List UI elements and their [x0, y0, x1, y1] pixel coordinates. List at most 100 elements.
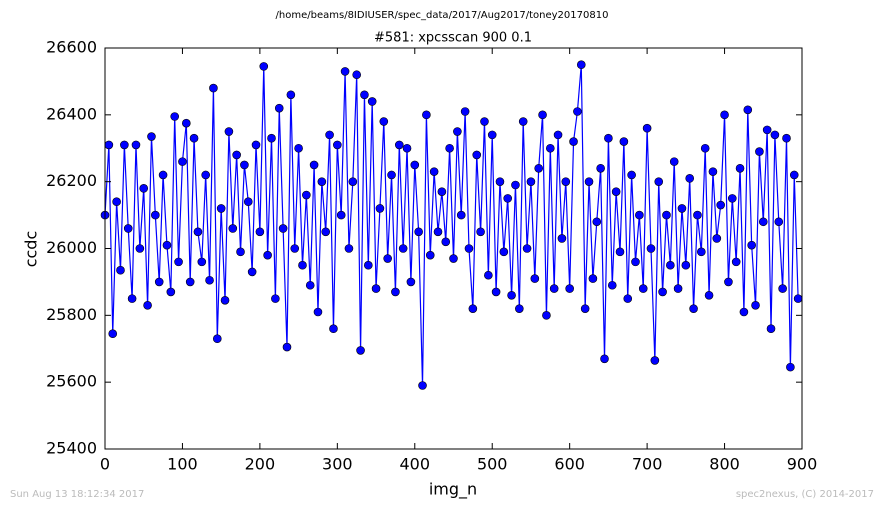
data-point [681, 260, 691, 270]
data-point [131, 140, 141, 150]
data-point [619, 137, 629, 146]
data-point [294, 143, 303, 153]
data-point [650, 356, 660, 365]
data-point [212, 334, 222, 344]
data-point [340, 67, 350, 76]
data-point [255, 227, 265, 237]
data-point [515, 304, 524, 313]
data-point [344, 244, 354, 253]
data-point [418, 381, 427, 390]
data-point [600, 354, 609, 364]
data-point [642, 123, 652, 133]
data-point [220, 295, 230, 305]
data-point [178, 157, 187, 166]
data-point [530, 274, 540, 283]
data-point [429, 167, 439, 176]
data-point [305, 280, 315, 290]
data-point [375, 204, 385, 213]
data-point [596, 164, 605, 173]
data-point [464, 244, 474, 253]
data-point [182, 118, 191, 128]
data-point [205, 275, 214, 285]
data-point [685, 174, 695, 183]
data-point [162, 240, 172, 250]
data-point [468, 304, 478, 313]
data-point [511, 180, 520, 190]
data-point [456, 210, 466, 220]
footer-right: spec2nexus, (C) 2014-2017 [736, 489, 874, 500]
data-point [662, 210, 671, 220]
data-point [193, 227, 203, 237]
data-point [503, 194, 513, 203]
data-point [607, 280, 617, 290]
data-point [360, 90, 369, 100]
x-tick-label: 700 [632, 455, 663, 474]
data-point [774, 217, 784, 227]
data-point [290, 244, 300, 253]
data-point [495, 177, 505, 186]
data-point [638, 284, 648, 293]
data-point [689, 304, 698, 313]
data-point [259, 62, 269, 71]
data-point [135, 244, 145, 253]
data-point [274, 103, 284, 113]
data-point [325, 130, 334, 140]
data-point [569, 137, 578, 146]
data-point [317, 177, 327, 186]
data-point [631, 257, 640, 267]
data-point [592, 217, 602, 227]
data-point [573, 107, 582, 116]
data-point [724, 277, 733, 287]
data-point [793, 294, 803, 303]
data-point [666, 260, 675, 270]
data-point [333, 140, 342, 150]
data-point [549, 284, 559, 293]
data-point [507, 290, 516, 300]
data-point [758, 217, 768, 227]
data-point [658, 287, 667, 297]
data-point [197, 257, 207, 267]
data-point [224, 127, 234, 136]
data-point [108, 329, 118, 339]
data-point [236, 247, 245, 257]
data-point [104, 140, 114, 150]
x-tick-label: 800 [709, 455, 740, 474]
data-point [243, 197, 253, 207]
data-point [321, 227, 331, 237]
series-line [104, 64, 799, 386]
y-tick-label: 26600 [46, 38, 97, 57]
data-point [151, 210, 160, 220]
data-point [611, 187, 621, 196]
data-point [189, 133, 199, 143]
data-point [441, 237, 451, 247]
data-point [720, 110, 729, 120]
data-point [576, 60, 586, 70]
y-axis-label: ccdc [22, 231, 41, 268]
data-point [708, 167, 718, 176]
data-point [166, 287, 176, 297]
x-axis-label: img_n [429, 480, 477, 500]
data-point [460, 107, 470, 116]
data-point [627, 170, 636, 180]
data-point [352, 70, 361, 80]
data-point [298, 260, 307, 270]
data-point [371, 284, 381, 293]
data-point [123, 224, 133, 233]
data-point [782, 133, 791, 143]
x-tick-label: 400 [400, 455, 431, 474]
data-point [604, 133, 613, 143]
data-point [147, 132, 156, 141]
data-point [716, 200, 725, 210]
data-point [127, 294, 137, 303]
data-point [553, 130, 563, 140]
data-point [267, 133, 276, 143]
data-point [561, 177, 571, 186]
data-point [251, 140, 261, 150]
y-tick-label: 26400 [46, 104, 97, 123]
y-tick-label: 25800 [46, 305, 97, 324]
data-point [271, 294, 280, 303]
data-point [472, 150, 482, 160]
data-point [116, 265, 125, 275]
data-point [139, 184, 149, 193]
data-point [302, 190, 311, 200]
